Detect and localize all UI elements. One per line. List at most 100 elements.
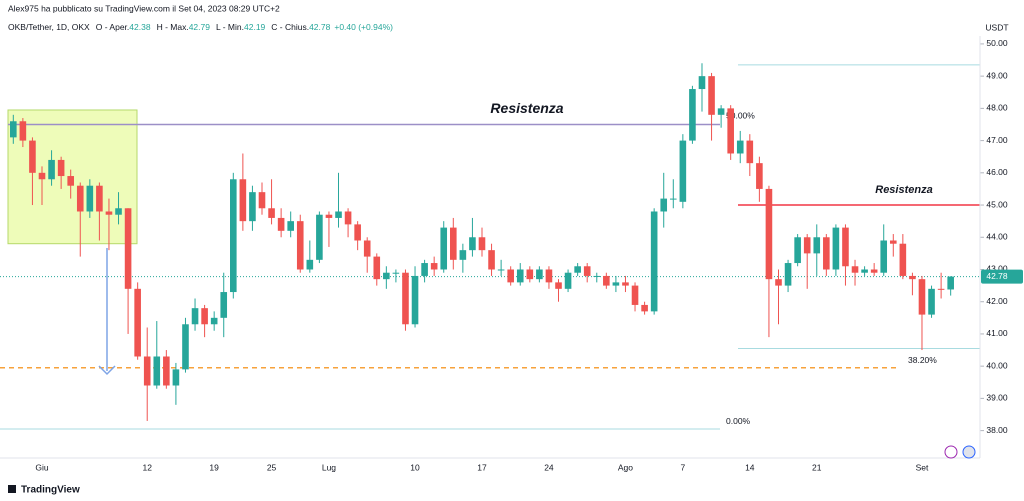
candle-body (277, 217, 285, 231)
candle-body (115, 208, 122, 215)
published-line: Alex975 ha pubblicato su TradingView.com… (8, 3, 280, 13)
candle-body (287, 221, 294, 231)
y-tick-label: 42.00 (986, 296, 1008, 306)
x-tick-label: 17 (477, 462, 487, 472)
x-tick-label: Set (916, 462, 929, 472)
candle-body (698, 76, 706, 90)
candle-body (258, 192, 266, 209)
logo-mark (8, 485, 16, 493)
high-value: 42.79 (189, 22, 211, 32)
candle-body (134, 288, 141, 357)
candle-body (230, 179, 237, 293)
candle-body (545, 269, 553, 283)
candle-body (861, 269, 868, 273)
candle-body (775, 279, 782, 286)
y-tick-label: 39.00 (986, 393, 1008, 403)
candle-body (593, 275, 601, 277)
candle-body (564, 272, 572, 289)
y-tick-label: 50.00 (986, 38, 1008, 48)
y-tick-label: 43.00 (986, 264, 1008, 274)
candle-body (851, 266, 859, 273)
candle-body (803, 237, 811, 254)
symbol-line: OKB/Tether, 1D, OKX O - Aper.42.38 H - Max… (8, 22, 393, 32)
candle-body (679, 140, 687, 202)
candle-body (478, 237, 486, 251)
candle-body (899, 243, 907, 276)
x-tick-label: Lug (322, 462, 336, 472)
candle-body (650, 211, 658, 312)
candle-body (641, 304, 648, 312)
flag-icon[interactable] (962, 445, 976, 459)
candle-body (344, 211, 352, 225)
x-tick-label: Ago (618, 462, 633, 472)
candle-body (67, 176, 74, 186)
candle-body (163, 356, 170, 386)
fib-label: 50.00% (726, 111, 755, 121)
resistance-label: Resistenza (490, 100, 563, 116)
candle-body (526, 269, 534, 280)
candle-body (268, 208, 275, 218)
candle-body (813, 237, 821, 254)
candle-body (363, 240, 371, 257)
close-value: 42.78 (309, 22, 331, 32)
candle-body (38, 172, 46, 180)
resistance-label: Resistenza (875, 184, 932, 196)
candle-body (249, 192, 256, 222)
candle-body (765, 188, 773, 280)
candle-body (153, 356, 161, 386)
candle-body (832, 227, 840, 270)
y-tick-label: 46.00 (986, 167, 1008, 177)
arrow-head (98, 365, 116, 376)
x-tick-label: 24 (544, 462, 554, 472)
brand: TradingView (21, 485, 80, 496)
x-tick-label: 25 (267, 462, 277, 472)
candle-body (717, 108, 725, 115)
candle-body (918, 279, 926, 315)
candle-body (316, 214, 323, 260)
candle-body (612, 282, 620, 286)
candle-body (383, 272, 390, 280)
y-tick-label: 40.00 (986, 360, 1008, 370)
candle-body (210, 317, 218, 325)
candle-body (622, 282, 629, 286)
symbol: OKB/Tether, 1D, OKX (8, 22, 90, 32)
candle-body (603, 275, 610, 286)
candle-body (469, 237, 476, 251)
high-label: H - Max. (157, 22, 189, 32)
candle-body (76, 185, 84, 212)
candle-body (48, 159, 55, 180)
candle-body (574, 266, 581, 273)
low-label: L - Min. (216, 22, 244, 32)
y-tick-label: 45.00 (986, 199, 1008, 209)
candle-body (516, 269, 524, 283)
y-tick-label: 49.00 (986, 70, 1008, 80)
last-price-tag (981, 269, 1023, 284)
candle-body (306, 259, 314, 270)
candle-body (488, 250, 495, 270)
candle-body (354, 224, 361, 241)
x-tick-label: 10 (410, 462, 420, 472)
candle-body (459, 250, 467, 260)
candle-body (555, 282, 562, 289)
candle-body (430, 263, 438, 270)
last-price-label: 42.78 (986, 271, 1008, 281)
candle-body (928, 288, 935, 315)
candle-body (823, 237, 830, 270)
fib-label: 0.00% (726, 416, 751, 426)
candle-body (669, 198, 677, 200)
candle-body (583, 266, 591, 276)
alert-icon[interactable] (944, 445, 958, 459)
candle-body (10, 121, 17, 138)
candle-body (536, 269, 543, 280)
candle-body (937, 288, 945, 290)
candle-body (449, 227, 457, 260)
candle-body (870, 269, 878, 273)
candle-body (19, 121, 27, 141)
candle-body (756, 163, 763, 189)
candle-body (736, 140, 744, 154)
candle-body (660, 198, 668, 212)
candle-body (220, 292, 228, 318)
candle-body (105, 211, 113, 215)
candle-body (727, 108, 734, 154)
candle-body (842, 227, 849, 267)
